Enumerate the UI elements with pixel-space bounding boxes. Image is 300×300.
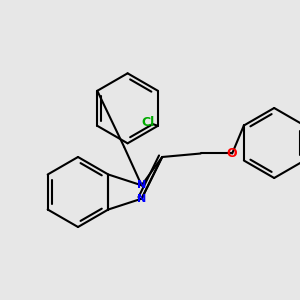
Text: O: O [227, 147, 238, 160]
Text: Cl: Cl [141, 116, 154, 129]
Text: N: N [137, 180, 146, 190]
Text: N: N [137, 194, 146, 204]
